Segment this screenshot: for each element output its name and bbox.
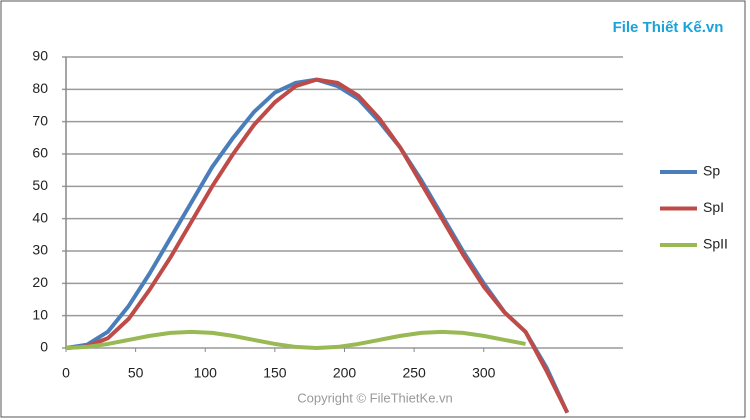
y-tick-label: 50 xyxy=(32,177,48,193)
x-tick-label: 200 xyxy=(333,365,357,381)
series-line xyxy=(65,77,570,414)
y-tick-label: 20 xyxy=(32,274,48,290)
y-tick-label: 30 xyxy=(32,242,48,258)
y-tick-label: 40 xyxy=(32,209,48,225)
x-tick-label: 50 xyxy=(128,365,144,381)
y-tick-label: 70 xyxy=(32,112,48,128)
y-tick-label: 90 xyxy=(32,48,48,64)
x-tick-label: 100 xyxy=(194,365,218,381)
y-tick-label: 80 xyxy=(32,80,48,96)
series-line xyxy=(65,329,526,350)
copyright: Copyright © FileThietKe.vn xyxy=(297,390,453,405)
y-tick-label: 10 xyxy=(32,306,48,322)
x-tick-label: 150 xyxy=(263,365,287,381)
watermark: File Thiết Kế.vn xyxy=(613,19,724,36)
series-line xyxy=(65,77,570,414)
x-tick-label: 250 xyxy=(402,365,426,381)
y-tick-label: 60 xyxy=(32,145,48,161)
x-tick-label: 300 xyxy=(472,365,496,381)
y-tick-label: 0 xyxy=(40,339,48,355)
x-tick-label: 0 xyxy=(62,365,70,381)
legend-label: SpII xyxy=(703,236,728,252)
legend-label: Sp xyxy=(703,163,720,179)
legend-label: SpI xyxy=(703,199,724,215)
